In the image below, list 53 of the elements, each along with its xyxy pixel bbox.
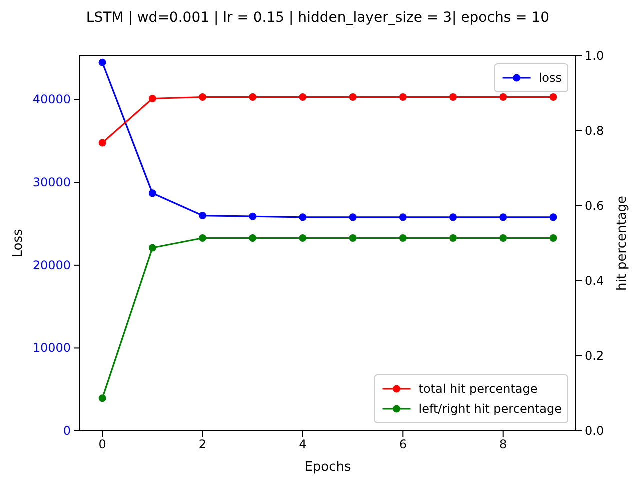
point xyxy=(399,94,407,101)
chart-title: LSTM | wd=0.001 | lr = 0.15 | hidden_layer_size = 3| epochs = 10 xyxy=(86,10,550,26)
x-axis-title: Epochs xyxy=(304,460,352,475)
legend-label: left/right hit percentage xyxy=(418,402,562,416)
y2-axis-title: hit percentage xyxy=(615,196,630,292)
point xyxy=(500,94,508,101)
point xyxy=(299,214,307,222)
point xyxy=(148,244,156,252)
y2-tick-label: 0.6 xyxy=(585,198,604,213)
point xyxy=(249,234,257,242)
point xyxy=(249,212,257,220)
x-tick-label: 4 xyxy=(299,438,307,452)
x-tick-label: 2 xyxy=(198,438,207,452)
point xyxy=(450,234,457,242)
point xyxy=(98,58,106,66)
x-tick-label: 0 xyxy=(98,438,106,452)
y2-tick-label: 1.0 xyxy=(585,48,604,63)
point xyxy=(98,139,106,147)
y-tick-label: 20000 xyxy=(32,258,71,272)
x-tick-label: 6 xyxy=(399,438,407,452)
point xyxy=(199,212,206,220)
point xyxy=(249,94,257,101)
point xyxy=(299,94,307,101)
y-tick-label: 0 xyxy=(63,424,71,438)
x-tick-label: 8 xyxy=(500,438,508,452)
point xyxy=(349,234,357,242)
y2-tick-label: 0.0 xyxy=(585,424,604,438)
point xyxy=(349,214,357,222)
point xyxy=(399,214,407,222)
point xyxy=(550,94,558,101)
point xyxy=(399,234,407,242)
point xyxy=(500,234,508,242)
y2-tick-label: 0.8 xyxy=(585,124,604,138)
legend-label: total hit percentage xyxy=(418,382,538,396)
y-tick-label: 10000 xyxy=(32,341,71,356)
point xyxy=(349,94,357,101)
legend-label: loss xyxy=(538,71,562,85)
point xyxy=(199,234,206,242)
point xyxy=(550,214,558,222)
point xyxy=(500,214,508,222)
y-tick-label: 30000 xyxy=(32,175,71,190)
y-tick-label: 40000 xyxy=(32,92,71,107)
y2-tick-label: 0.2 xyxy=(585,348,604,363)
point xyxy=(299,234,307,242)
point xyxy=(199,94,206,101)
point xyxy=(98,394,106,402)
y-axis-title: Loss xyxy=(11,229,26,258)
y2-tick-label: 0.4 xyxy=(585,274,604,288)
point xyxy=(148,95,156,102)
point xyxy=(550,234,558,242)
point xyxy=(450,214,457,222)
point xyxy=(450,94,457,101)
point xyxy=(148,190,156,198)
